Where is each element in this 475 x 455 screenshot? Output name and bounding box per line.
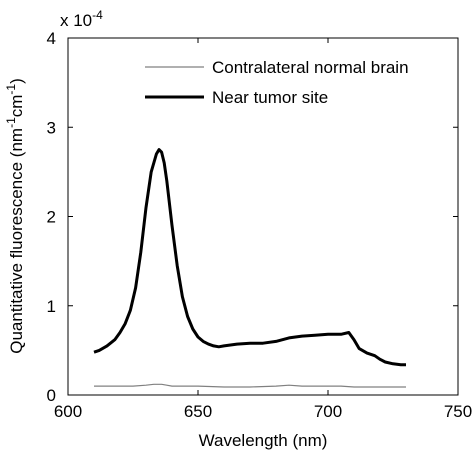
series-line-tumor-site — [93, 148, 406, 367]
x-tick-label: 600 — [54, 402, 82, 421]
legend: Contralateral normal brain Near tumor si… — [145, 58, 409, 107]
y-axis-title-exp-2: -1 — [4, 84, 18, 95]
y-tick-label: 3 — [47, 118, 56, 137]
y-tick-label: 0 — [47, 386, 56, 405]
y-tick-label: 2 — [47, 208, 56, 227]
series-layer — [93, 148, 406, 388]
y-multiplier-base: x 10 — [60, 11, 92, 30]
x-axis-title: Wavelength (nm) — [199, 431, 328, 450]
y-tick-label: 1 — [47, 297, 56, 316]
y-axis-title-part-1: Quantitative fluorescence (nm — [7, 128, 26, 354]
x-tick-label: 650 — [184, 402, 212, 421]
y-axis-title-part-3: ) — [7, 78, 26, 84]
legend-label-tumor-site: Near tumor site — [212, 88, 328, 107]
series-line-normal-brain — [94, 383, 406, 388]
x-tick-label: 750 — [444, 402, 472, 421]
y-multiplier: x 10-4 — [60, 8, 103, 30]
y-axis-title: Quantitative fluorescence (nm-1cm-1) — [4, 78, 26, 354]
y-axis-title-part-2: cm — [7, 95, 26, 118]
ticks-layer: 600 650 700 750 0 1 2 3 4 — [47, 29, 473, 421]
y-multiplier-exponent: -4 — [92, 8, 103, 22]
x-tick-label: 700 — [314, 402, 342, 421]
y-axis-title-exp-1: -1 — [4, 117, 18, 128]
y-tick-label: 4 — [47, 29, 56, 48]
legend-label-normal-brain: Contralateral normal brain — [212, 58, 409, 77]
